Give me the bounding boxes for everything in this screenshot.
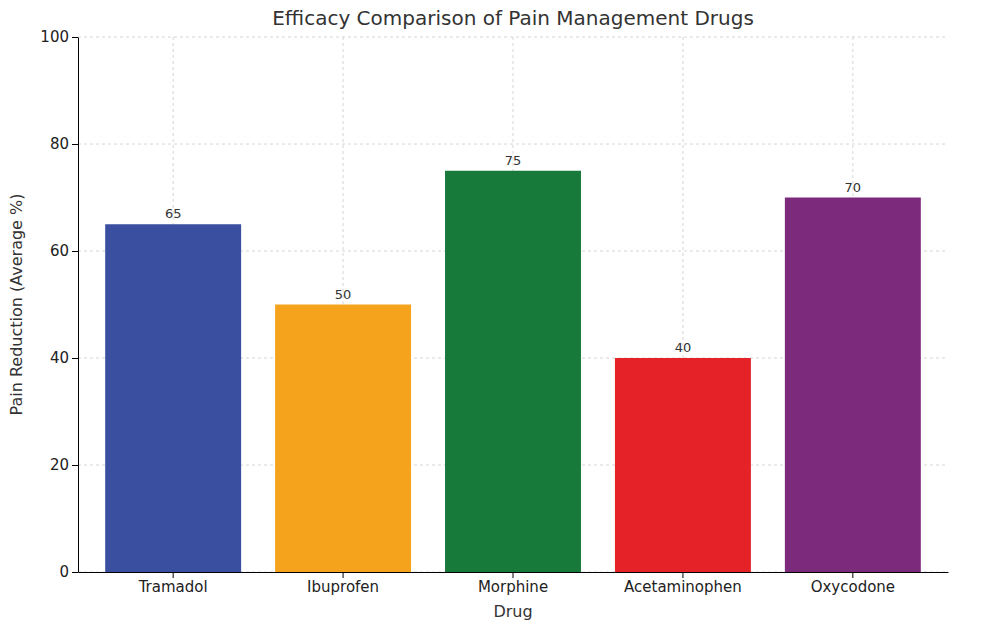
bar xyxy=(785,198,921,573)
plot: 65 50 75 40 70 0 20 40 60 80 100 Tramadol Ibuprofen M… xyxy=(40,28,948,595)
x-tick: Ibuprofen xyxy=(307,572,379,596)
y-tick-mark xyxy=(72,465,78,466)
grid xyxy=(78,37,948,572)
x-tick-label: Oxycodone xyxy=(811,578,895,596)
y-tick: 60 xyxy=(50,242,78,260)
bar xyxy=(615,358,751,572)
x-tick: Oxycodone xyxy=(811,572,895,596)
x-axis-title: Drug xyxy=(493,602,532,621)
y-tick-mark xyxy=(72,572,78,573)
y-tick: 20 xyxy=(50,456,78,474)
y-axis-title: Pain Reduction (Average %) xyxy=(7,194,26,416)
y-tick: 40 xyxy=(50,349,78,367)
data-label: 50 xyxy=(335,287,352,302)
x-tick-label: Acetaminophen xyxy=(624,578,742,596)
x-tick-label: Morphine xyxy=(478,578,548,596)
y-tick: 100 xyxy=(40,28,78,46)
x-tick: Tramadol xyxy=(138,572,208,596)
y-tick-label: 60 xyxy=(50,242,69,260)
y-tick-label: 80 xyxy=(50,135,69,153)
y-tick-label: 40 xyxy=(50,349,69,367)
y-tick-mark xyxy=(72,37,78,38)
y-axis: 0 20 40 60 80 100 xyxy=(40,28,78,581)
y-tick-label: 100 xyxy=(40,28,69,46)
bars xyxy=(105,171,921,572)
y-tick: 80 xyxy=(50,135,78,153)
data-labels: 65 50 75 40 70 xyxy=(165,153,861,355)
y-tick-mark xyxy=(72,144,78,145)
data-label: 70 xyxy=(845,180,862,195)
y-tick-mark xyxy=(72,358,78,359)
bar xyxy=(275,305,411,573)
chart: 65 50 75 40 70 0 20 40 60 80 100 Tramadol Ibuprofen M… xyxy=(0,0,985,625)
x-tick: Acetaminophen xyxy=(624,572,742,596)
bar xyxy=(105,224,241,572)
grid-line-y xyxy=(78,144,948,145)
y-tick: 0 xyxy=(59,563,78,581)
x-tick: Morphine xyxy=(478,572,548,596)
data-label: 75 xyxy=(505,153,522,168)
y-axis-line xyxy=(78,38,79,573)
y-tick-label: 0 xyxy=(59,563,69,581)
x-axis: Tramadol Ibuprofen Morphine Acetaminophen Ox… xyxy=(79,572,949,596)
data-label: 40 xyxy=(675,340,692,355)
x-tick-label: Tramadol xyxy=(138,578,208,596)
y-tick-label: 20 xyxy=(50,456,69,474)
bar xyxy=(445,171,581,572)
y-tick-mark xyxy=(72,251,78,252)
title: Efficacy Comparison of Pain Management D… xyxy=(272,6,754,30)
data-label: 65 xyxy=(165,206,182,221)
x-tick-label: Ibuprofen xyxy=(307,578,379,596)
